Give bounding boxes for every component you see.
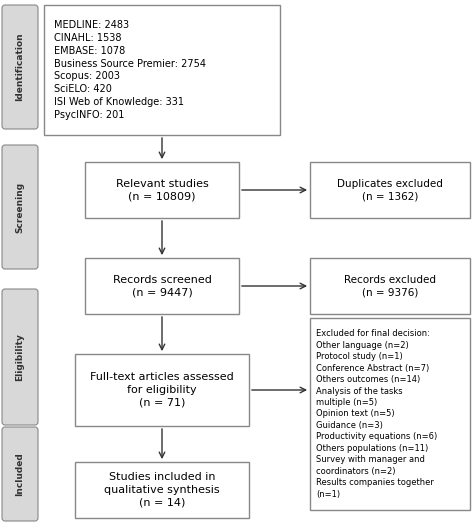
Text: Duplicates excluded
(n = 1362): Duplicates excluded (n = 1362) — [337, 179, 443, 201]
Bar — [75, 462, 249, 518]
Text: Records excluded
(n = 9376): Records excluded (n = 9376) — [344, 275, 436, 297]
Bar — [310, 258, 470, 314]
Text: MEDLINE: 2483
CINAHL: 1538
EMBASE: 1078
Business Source Premier: 2754
Scopus: 20: MEDLINE: 2483 CINAHL: 1538 EMBASE: 1078 … — [54, 20, 206, 120]
Text: Eligibility: Eligibility — [16, 333, 25, 381]
Bar — [75, 354, 249, 426]
Bar — [85, 162, 239, 218]
Bar — [85, 258, 239, 314]
Bar — [44, 5, 280, 135]
Text: Screening: Screening — [16, 181, 25, 232]
Text: Identification: Identification — [16, 33, 25, 102]
Text: Excluded for final decision:
Other language (n=2)
Protocol study (n=1)
Conferenc: Excluded for final decision: Other langu… — [316, 329, 437, 499]
Text: Relevant studies
(n = 10809): Relevant studies (n = 10809) — [116, 179, 209, 201]
FancyBboxPatch shape — [2, 145, 38, 269]
Text: Studies included in
qualitative synthesis
(n = 14): Studies included in qualitative synthesi… — [104, 472, 220, 508]
Text: Full-text articles assessed
for eligibility
(n = 71): Full-text articles assessed for eligibil… — [90, 372, 234, 408]
FancyBboxPatch shape — [2, 289, 38, 425]
Text: Records screened
(n = 9447): Records screened (n = 9447) — [112, 275, 211, 297]
Bar — [310, 318, 470, 510]
Bar — [310, 162, 470, 218]
FancyBboxPatch shape — [2, 5, 38, 129]
FancyBboxPatch shape — [2, 427, 38, 521]
Text: Included: Included — [16, 452, 25, 496]
